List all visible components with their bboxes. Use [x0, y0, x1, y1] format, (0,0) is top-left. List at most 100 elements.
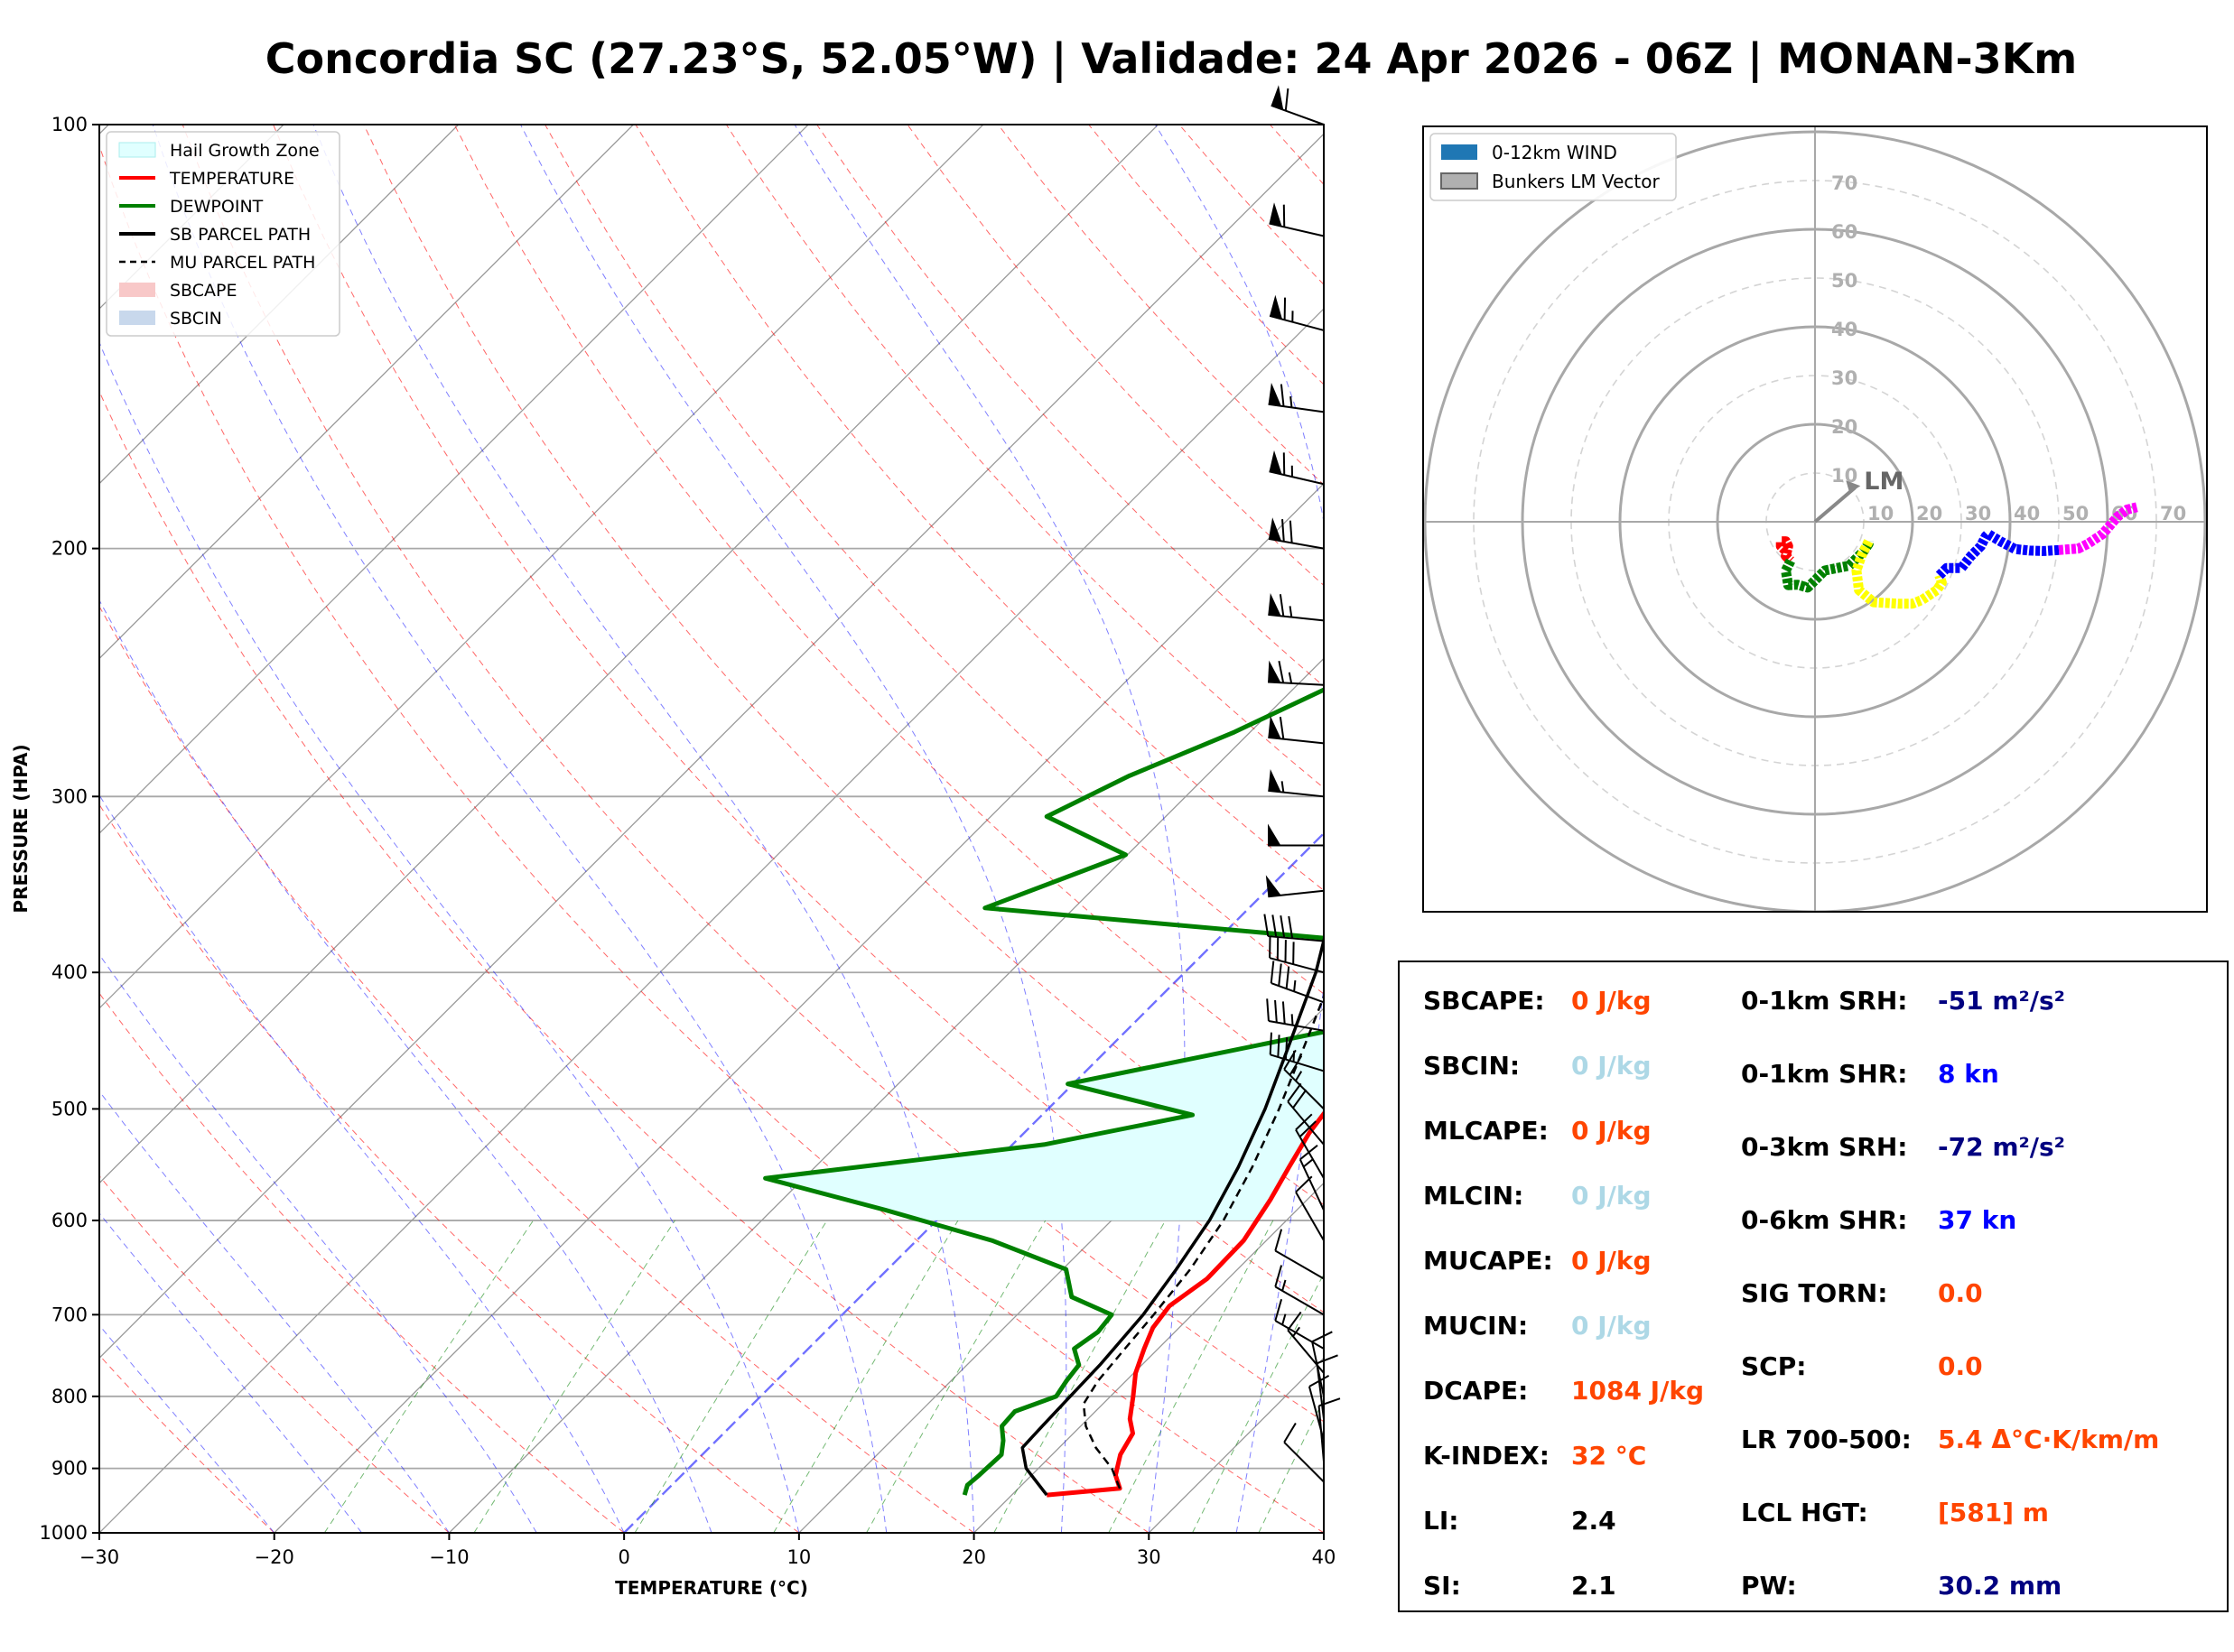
- param-label: DCAPE:: [1423, 1376, 1529, 1406]
- temperature-line: [1046, 1109, 1324, 1498]
- skewt-plot-area: [99, 125, 1324, 1533]
- param-value: 2.4: [1571, 1506, 1616, 1536]
- wind-barb-flag: [1268, 383, 1281, 406]
- hodograph-segment: [2058, 502, 2138, 555]
- wind-barb-full: [1280, 915, 1286, 938]
- isotherm-line: [99, 308, 1324, 1533]
- wind-barb-full: [1318, 1397, 1341, 1407]
- wind-barb-full: [1281, 1001, 1286, 1025]
- wind-barb-staff: [1268, 736, 1325, 745]
- mixing-ratio-line: [634, 1220, 828, 1533]
- wind-barb-staff: [1295, 1191, 1325, 1241]
- legend-hail-swatch: [118, 142, 156, 158]
- wind-barb: [1295, 1175, 1325, 1241]
- x-tick-label: 10: [787, 1546, 811, 1568]
- wind-barb: [1269, 450, 1325, 486]
- wind-barb-full: [1287, 1082, 1302, 1102]
- param-value: 37 kn: [1938, 1205, 2017, 1235]
- ring-label-v: 50: [1831, 270, 1857, 292]
- wind-barb-staff: [1317, 1406, 1325, 1462]
- wind-barb: [1269, 1032, 1325, 1072]
- isotherm-line: [99, 125, 634, 660]
- param-label: PW:: [1741, 1571, 1797, 1601]
- param-label: SI:: [1423, 1571, 1461, 1601]
- legend-label: Hail Growth Zone: [170, 141, 320, 161]
- wind-barb: [1269, 202, 1325, 237]
- param-value: 0 J/kg: [1571, 1051, 1652, 1081]
- legend-label: TEMPERATURE: [169, 169, 294, 189]
- isotherm-line: [99, 125, 984, 1009]
- x-tick-label: −30: [79, 1546, 119, 1568]
- wind-barb-half: [1289, 396, 1293, 408]
- wind-barb-staff: [1283, 1441, 1325, 1483]
- skewt-frame: [98, 124, 1325, 1534]
- dry-adiabat-line: [99, 1354, 275, 1533]
- wind-barb: [1295, 1113, 1325, 1179]
- isotherm-line: [973, 1182, 1324, 1533]
- wind-barb-staff: [1269, 314, 1325, 331]
- wind-barb: [1269, 294, 1325, 331]
- wind-barb-half: [1280, 781, 1285, 793]
- hodograph-segment: [1851, 539, 1947, 609]
- wind-barb: [1274, 1229, 1325, 1280]
- legend-label: 0-12km WIND: [1492, 142, 1617, 163]
- param-label: K-INDEX:: [1423, 1441, 1550, 1471]
- wind-barb-full: [1279, 594, 1285, 617]
- param-label: MUCIN:: [1423, 1311, 1529, 1341]
- y-tick-label: 200: [51, 538, 88, 560]
- wind-barb-full: [1299, 1144, 1318, 1161]
- mixing-ratio-line: [1192, 1273, 1324, 1533]
- param-value: 0 J/kg: [1571, 1181, 1652, 1211]
- wind-barb-flag: [1268, 823, 1281, 846]
- wind-barb-staff: [1299, 1158, 1325, 1211]
- ring-label-u: 50: [2062, 503, 2089, 524]
- moist-adiabat-line: [152, 125, 888, 1533]
- param-value: 0 J/kg: [1571, 1311, 1652, 1341]
- ring-label-u: 20: [1916, 503, 1942, 524]
- legend-wind-swatch: [1441, 144, 1477, 160]
- param-label: LR 700-500:: [1741, 1425, 1912, 1454]
- param-label: 0-1km SHR:: [1741, 1059, 1908, 1089]
- wind-barb-flag: [1270, 294, 1283, 320]
- x-tick-label: 40: [1312, 1546, 1336, 1568]
- wind-barb-full: [1289, 520, 1293, 543]
- param-label: LCL HGT:: [1741, 1498, 1868, 1527]
- moist-adiabat-line: [99, 794, 625, 1533]
- param-value: -72 m²/s²: [1938, 1132, 2065, 1162]
- legend-sbcin-swatch: [119, 311, 155, 325]
- wind-barb-flag: [1269, 202, 1282, 227]
- wind-barb-staff: [1274, 1249, 1325, 1280]
- isotherm-line: [623, 831, 1324, 1533]
- param-value: 0 J/kg: [1571, 986, 1652, 1016]
- wind-barb: [1299, 1144, 1325, 1211]
- wind-barb-flag: [1268, 716, 1281, 739]
- wind-barb-staff: [1268, 403, 1325, 413]
- wind-barb-flag: [1271, 85, 1284, 110]
- param-label: MLCIN:: [1423, 1181, 1524, 1211]
- wind-barb-full: [1277, 1035, 1280, 1058]
- y-tick-label: 400: [51, 961, 88, 983]
- wind-barb-half: [1292, 1326, 1301, 1337]
- wind-barb-staff: [1274, 1320, 1325, 1350]
- wind-barb: [1283, 1049, 1325, 1110]
- hodograph-segment: [1935, 529, 2060, 580]
- legend-sbcape-swatch: [119, 283, 155, 297]
- param-label: SBCIN:: [1423, 1051, 1521, 1081]
- wind-barb-staff: [1316, 1363, 1325, 1419]
- x-tick-label: 30: [1137, 1546, 1161, 1568]
- wind-barb-full: [1284, 1036, 1289, 1060]
- hodograph-segment: [1775, 536, 1794, 565]
- wind-barb-flag: [1269, 450, 1282, 475]
- isotherm-line: [99, 125, 809, 835]
- wind-barb-full: [1274, 1265, 1283, 1287]
- dry-adiabat-line: [545, 125, 1324, 995]
- wind-barb-half: [1288, 672, 1293, 684]
- mu-parcel-line: [1082, 993, 1324, 1490]
- legend-label: Bunkers LM Vector: [1492, 171, 1661, 192]
- param-label: 0-1km SRH:: [1741, 986, 1908, 1016]
- moist-adiabat-line: [99, 953, 537, 1533]
- ring-label-v: 40: [1831, 319, 1857, 340]
- dry-adiabat-line: [725, 125, 1324, 789]
- param-label: LI:: [1423, 1506, 1459, 1536]
- moist-adiabat-line: [794, 125, 1186, 1533]
